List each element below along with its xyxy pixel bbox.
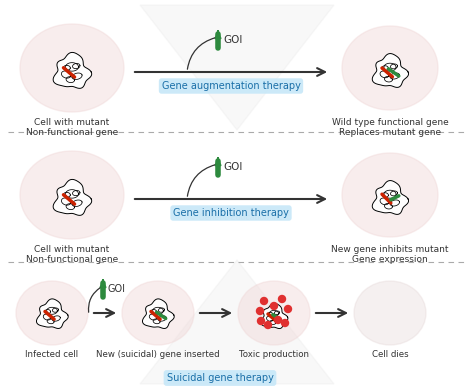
Text: Cell with mutant
Non-functional gene: Cell with mutant Non-functional gene (26, 245, 118, 265)
Text: GOI: GOI (108, 284, 126, 294)
Ellipse shape (122, 281, 194, 345)
FancyArrowPatch shape (89, 287, 100, 312)
FancyArrowPatch shape (187, 165, 215, 196)
Circle shape (257, 317, 264, 324)
Ellipse shape (354, 281, 426, 345)
Circle shape (264, 321, 272, 328)
Text: Suicidal gene therapy: Suicidal gene therapy (166, 373, 273, 383)
Polygon shape (372, 54, 409, 88)
Ellipse shape (238, 281, 310, 345)
Text: Gene augmentation therapy: Gene augmentation therapy (162, 81, 301, 91)
Polygon shape (53, 53, 91, 88)
Circle shape (256, 307, 264, 314)
Circle shape (284, 305, 292, 312)
Text: GOI: GOI (223, 161, 242, 172)
Polygon shape (140, 260, 334, 384)
Circle shape (279, 296, 285, 303)
Circle shape (261, 298, 267, 305)
Polygon shape (143, 299, 174, 328)
Text: Cell dies: Cell dies (372, 350, 408, 359)
Polygon shape (372, 180, 409, 214)
Polygon shape (53, 179, 91, 216)
Text: © Genetic Education Inc.: © Genetic Education Inc. (189, 212, 285, 221)
Polygon shape (36, 299, 68, 328)
Text: New gene inhibits mutant
Gene expression: New gene inhibits mutant Gene expression (331, 245, 449, 265)
Text: Toxic production: Toxic production (239, 350, 309, 359)
Text: GOI: GOI (223, 35, 242, 45)
Text: Wild type functional gene
Replaces mutant gene: Wild type functional gene Replaces mutan… (332, 118, 448, 137)
Polygon shape (261, 303, 288, 329)
Ellipse shape (16, 281, 88, 345)
Ellipse shape (20, 24, 124, 112)
Ellipse shape (20, 151, 124, 239)
FancyArrowPatch shape (187, 38, 215, 69)
Text: Infected cell: Infected cell (26, 350, 79, 359)
Ellipse shape (342, 153, 438, 237)
Circle shape (271, 303, 277, 310)
Ellipse shape (342, 26, 438, 110)
Circle shape (274, 317, 282, 324)
Polygon shape (140, 5, 334, 130)
Text: Cell with mutant
Non-functional gene: Cell with mutant Non-functional gene (26, 118, 118, 137)
Circle shape (282, 319, 289, 326)
Text: New (suicidal) gene inserted: New (suicidal) gene inserted (96, 350, 220, 359)
Text: Gene inhibition therapy: Gene inhibition therapy (173, 208, 289, 218)
